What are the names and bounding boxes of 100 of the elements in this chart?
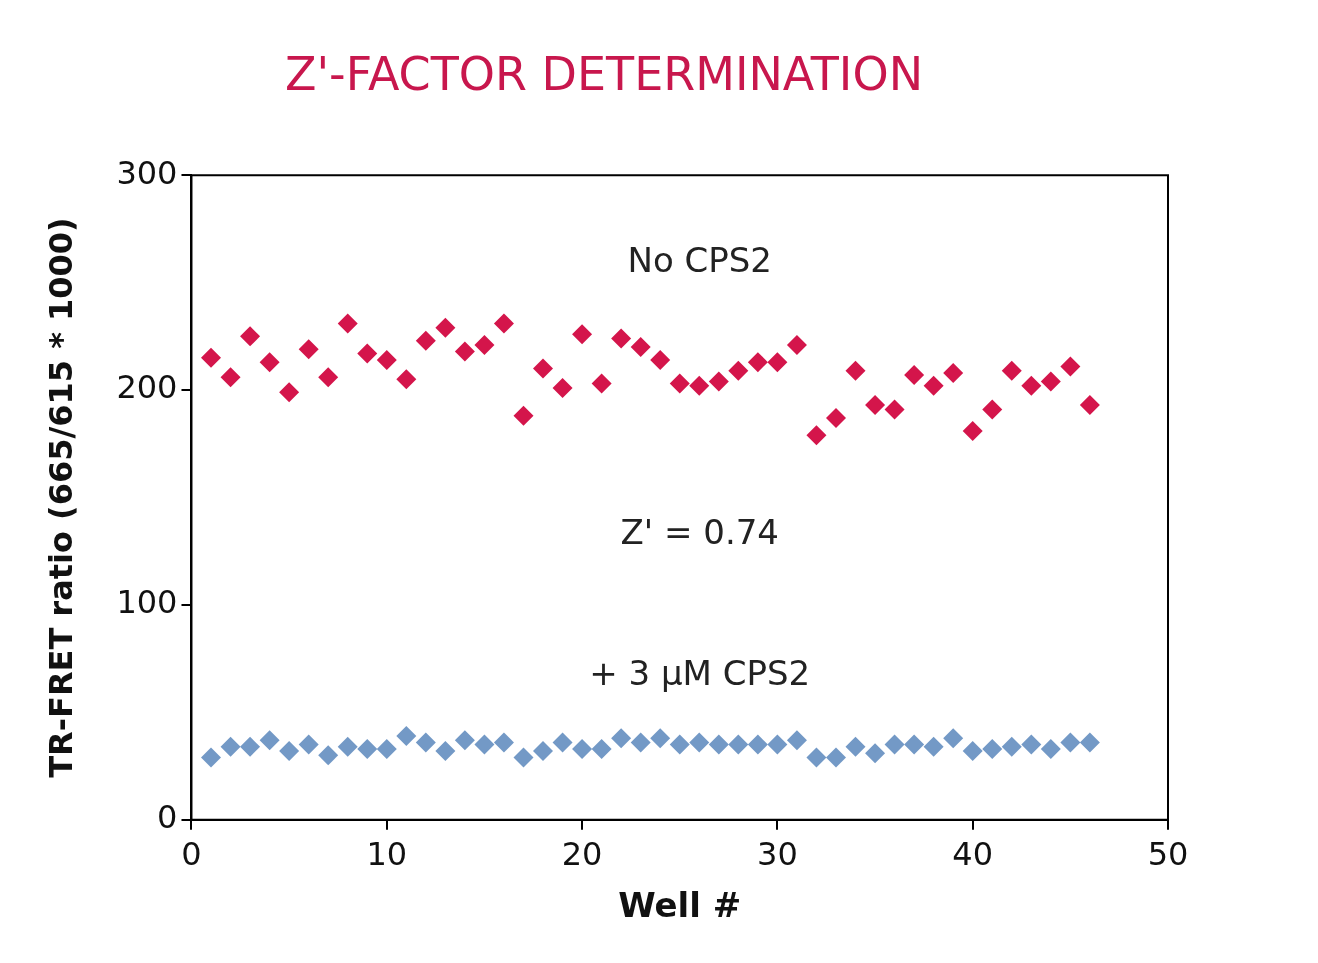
point (669, 734, 690, 755)
point (689, 375, 710, 396)
point (454, 341, 475, 362)
point (279, 382, 300, 403)
point (357, 738, 378, 759)
point (630, 732, 651, 753)
x-tick-label: 10 (366, 835, 408, 874)
point (357, 343, 378, 364)
point (825, 747, 846, 768)
point (982, 399, 1003, 420)
point (845, 736, 866, 757)
y-axis-title: TR-FRET ratio (665/615 * 1000) (41, 217, 80, 778)
point (825, 408, 846, 428)
point (982, 738, 1003, 759)
point (240, 326, 261, 347)
point (454, 730, 475, 751)
point (396, 726, 417, 746)
point (552, 732, 573, 753)
point (435, 741, 456, 762)
point (493, 313, 514, 334)
point (533, 741, 554, 762)
x-axis-title: Well # (618, 885, 742, 926)
point (884, 399, 905, 420)
point (943, 728, 964, 749)
x-tick-label: 20 (561, 835, 603, 874)
point (865, 395, 886, 416)
series-label: + 3 µM CPS2 (589, 652, 811, 693)
point (533, 358, 554, 379)
point (259, 352, 280, 373)
point (318, 367, 339, 388)
point (513, 405, 534, 426)
point (1021, 734, 1042, 755)
y-tick-label: 0 (157, 798, 178, 837)
point (708, 371, 729, 392)
point (767, 352, 788, 373)
point (747, 352, 768, 373)
point (279, 741, 300, 762)
point (220, 367, 241, 388)
point (962, 741, 983, 762)
point (767, 734, 788, 755)
point (1060, 732, 1081, 753)
x-tick-label: 40 (952, 835, 994, 874)
series-label: No CPS2 (627, 240, 772, 281)
point (337, 313, 358, 334)
point (201, 747, 222, 768)
point (728, 360, 749, 381)
point (806, 425, 827, 446)
point (513, 747, 534, 768)
point (865, 743, 886, 764)
point (689, 732, 710, 753)
point (708, 734, 729, 755)
point (1079, 395, 1100, 416)
point (240, 736, 261, 757)
point (591, 373, 612, 394)
point (884, 734, 905, 755)
point (201, 347, 222, 368)
point (435, 317, 456, 338)
point (904, 365, 925, 386)
point (337, 736, 358, 757)
point (318, 745, 339, 766)
chart-title: Z'-FACTOR DETERMINATION (284, 46, 924, 101)
point (376, 349, 397, 370)
point (904, 734, 925, 755)
point (591, 738, 612, 759)
point (493, 732, 514, 753)
point (611, 328, 632, 349)
point (1021, 375, 1042, 396)
point (474, 334, 495, 355)
point (298, 734, 319, 755)
point (376, 738, 397, 759)
point (728, 734, 749, 755)
y-tick-label: 300 (116, 153, 178, 192)
point (1040, 371, 1061, 392)
point (1001, 360, 1022, 381)
point (943, 362, 964, 383)
point (650, 728, 671, 749)
point (786, 730, 807, 751)
point (669, 373, 690, 394)
point (1060, 356, 1081, 377)
annotation: Z' = 0.74 (620, 512, 779, 553)
point (298, 339, 319, 360)
point (923, 375, 944, 396)
point (845, 360, 866, 381)
point (259, 730, 280, 751)
point (786, 334, 807, 355)
x-tick-label: 0 (181, 835, 202, 874)
point (415, 330, 436, 351)
point (747, 734, 768, 755)
x-tick-label: 30 (757, 835, 798, 874)
point (474, 734, 495, 755)
y-tick-label: 200 (116, 368, 178, 407)
point (630, 337, 651, 358)
point (572, 738, 593, 759)
point (220, 736, 241, 757)
point (552, 377, 573, 398)
y-tick-label: 100 (116, 583, 178, 622)
point (415, 732, 436, 753)
point (806, 747, 827, 768)
point (923, 736, 944, 757)
point (396, 369, 417, 390)
